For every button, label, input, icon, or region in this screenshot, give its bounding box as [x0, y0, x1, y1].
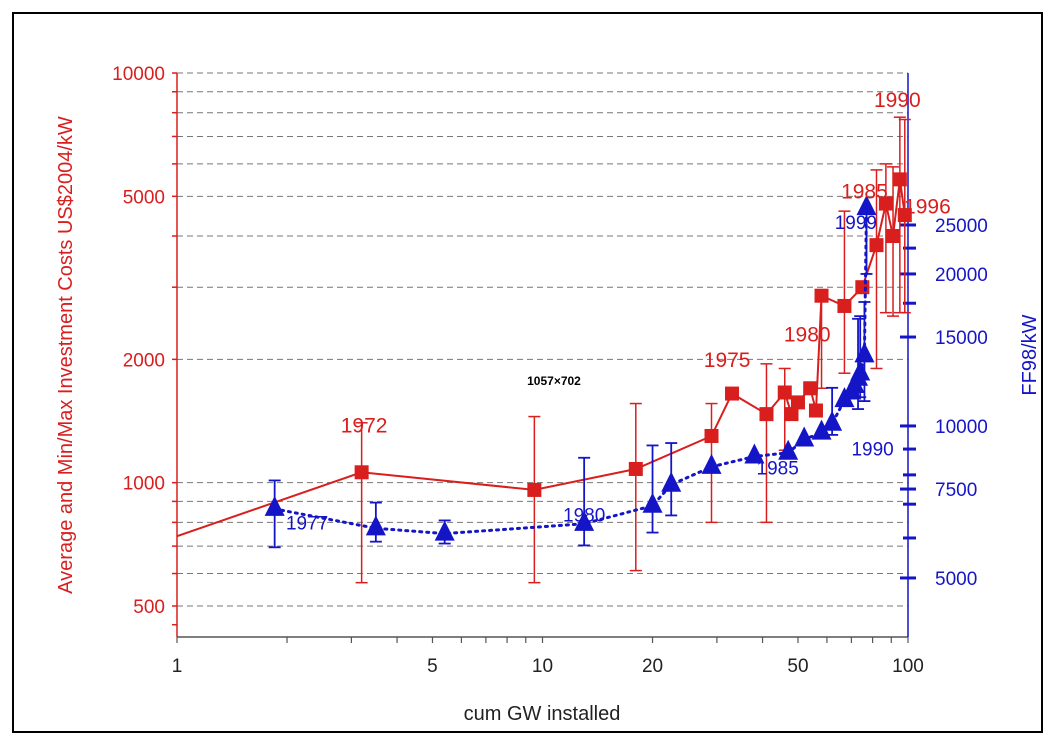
- x-tick-label: 1: [172, 656, 183, 677]
- data-point-triangle: [365, 515, 386, 536]
- data-point-square: [886, 229, 901, 244]
- year-annotation: 1985: [841, 180, 888, 203]
- x-axis-label: cum GW installed: [464, 703, 621, 725]
- gridlines: [177, 72, 908, 607]
- year-annotation: 1980: [784, 323, 831, 346]
- y-right-tick-label: 25000: [935, 216, 988, 237]
- data-point-square: [892, 172, 907, 187]
- data-point-triangle: [744, 443, 765, 464]
- y-right-tick-label: 5000: [935, 569, 977, 590]
- x-tick-label: 5: [427, 656, 438, 677]
- size-watermark: 1057×702: [527, 374, 581, 388]
- data-point-square: [777, 385, 792, 400]
- data-point-triangle: [778, 439, 799, 460]
- x-tick-label: 100: [892, 656, 924, 677]
- annotations: 1972 1975 1980 1985 1990 1996 1977 1980 1985 1990…: [286, 89, 951, 535]
- series-line-blue: [273, 206, 868, 536]
- data-point-triangle: [856, 195, 877, 216]
- data-point-square: [837, 298, 852, 313]
- y-right-tick-label: 15000: [935, 328, 988, 349]
- data-point-square: [897, 208, 912, 223]
- data-point-triangle: [264, 495, 285, 516]
- year-annotation: 1990: [851, 440, 893, 461]
- series-red: [176, 116, 912, 584]
- x-tick-label: 10: [532, 656, 553, 677]
- chart-frame: [12, 12, 1043, 733]
- x-tick-label: 50: [787, 656, 808, 677]
- y-right-tick-label: 20000: [935, 265, 988, 286]
- y-axis-left-label: Average and Min/Max Investment Costs US$…: [55, 116, 77, 594]
- data-point-square: [869, 238, 884, 253]
- data-point-square: [527, 482, 542, 497]
- axes: [176, 73, 909, 638]
- data-point-square: [855, 280, 870, 295]
- y-left-tick-label: 1000: [123, 474, 165, 495]
- data-point-square: [628, 461, 643, 476]
- data-point-square: [704, 428, 719, 443]
- data-point-triangle: [850, 360, 871, 381]
- x-tick-label: 20: [642, 656, 663, 677]
- year-annotation: 1999: [835, 213, 877, 234]
- ticks: 500 1000 2000 5000 10000 5000 7500 10000 15000 20…: [112, 64, 988, 677]
- y-left-tick-label: 5000: [123, 187, 165, 208]
- data-point-square: [814, 288, 829, 303]
- y-right-tick-label: 10000: [935, 417, 988, 438]
- y-right-tick-label: 7500: [935, 480, 977, 501]
- year-annotation: 1977: [286, 513, 328, 534]
- data-point-square: [878, 196, 893, 211]
- data-point-square: [354, 465, 369, 480]
- year-annotation: 1972: [341, 414, 388, 437]
- year-annotation: 1975: [704, 349, 751, 372]
- data-point-triangle: [701, 453, 722, 474]
- year-annotation: 1980: [563, 506, 605, 527]
- data-point-square: [784, 407, 799, 422]
- data-point-square: [808, 403, 823, 418]
- year-annotation: 1990: [874, 89, 921, 112]
- data-point-square: [803, 381, 818, 396]
- y-left-tick-label: 500: [133, 597, 165, 618]
- year-annotation: 1985: [757, 458, 799, 479]
- data-point-square: [725, 386, 740, 401]
- data-point-triangle: [574, 510, 595, 531]
- data-point-triangle: [811, 419, 832, 440]
- data-point-triangle: [854, 342, 875, 363]
- data-point-triangle: [794, 426, 815, 447]
- y-left-tick-label: 2000: [123, 350, 165, 371]
- series-blue: [264, 195, 877, 549]
- year-annotation: 1996: [904, 196, 951, 219]
- data-point-triangle: [642, 492, 663, 513]
- y-axis-right-label: FF98/kW: [1019, 314, 1041, 395]
- data-point-triangle: [822, 410, 843, 431]
- data-point-triangle: [434, 520, 455, 541]
- data-point-triangle: [661, 471, 682, 492]
- data-point-square: [759, 407, 774, 422]
- data-point-square: [790, 395, 805, 410]
- y-left-tick-label: 10000: [112, 64, 165, 85]
